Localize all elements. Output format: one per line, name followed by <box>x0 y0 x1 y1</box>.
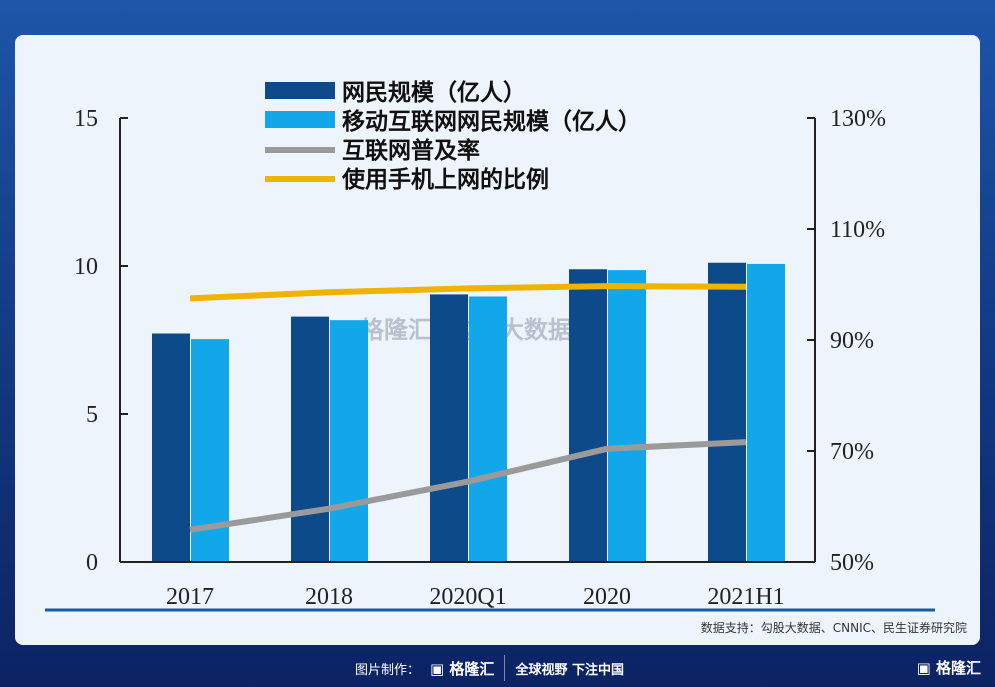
right-tick-label: 110% <box>830 217 885 243</box>
brand-logo: ▣ 格隆汇 <box>430 659 495 678</box>
slogan: 全球视野 下注中国 <box>515 662 624 678</box>
legend-label: 移动互联网网民规模（亿人） <box>342 108 641 135</box>
legend-swatch <box>265 82 335 99</box>
brand-name: 格隆汇 <box>449 659 495 678</box>
right-tick-label: 70% <box>830 439 874 465</box>
right-tick-label: 130% <box>830 106 886 132</box>
bar-netizens <box>708 262 746 562</box>
legend-label: 互联网普及率 <box>342 137 480 164</box>
left-tick-label: 0 <box>86 550 98 576</box>
bar-netizens <box>152 333 190 562</box>
divider <box>504 655 506 681</box>
legend-label: 使用手机上网的比例 <box>341 166 549 193</box>
watermark-gelonghui: 格隆汇 <box>360 316 432 344</box>
right-tick-label: 50% <box>830 550 874 576</box>
source-note: 数据支持：勾股大数据、CNNIC、民生证券研究院 <box>700 621 967 635</box>
made-by-label: 图片制作： <box>355 662 421 678</box>
x-tick-label: 2021H1 <box>707 584 784 610</box>
right-tick-label: 90% <box>830 328 874 354</box>
bar-mobile-netizens <box>469 296 507 562</box>
x-tick-label: 2020Q1 <box>429 584 506 610</box>
bar-netizens <box>291 316 329 562</box>
bar-mobile-netizens <box>330 320 368 562</box>
bar-mobile-netizens <box>747 263 785 562</box>
bar-mobile-netizens <box>608 270 646 562</box>
footer: 图片制作： ▣ 格隆汇 全球视野 下注中国 <box>355 655 624 681</box>
bar-netizens <box>430 294 468 562</box>
legend-swatch <box>265 111 335 128</box>
left-tick-label: 5 <box>86 402 98 428</box>
legend-label: 网民规模（亿人） <box>342 79 526 106</box>
x-tick-label: 2018 <box>305 584 353 610</box>
x-tick-label: 2017 <box>166 584 214 610</box>
bar-netizens <box>569 269 607 562</box>
left-tick-label: 15 <box>74 106 98 132</box>
x-tick-label: 2020 <box>583 584 631 610</box>
corner-logo: ▣ 格隆汇 <box>916 659 981 677</box>
left-tick-label: 10 <box>74 254 98 280</box>
